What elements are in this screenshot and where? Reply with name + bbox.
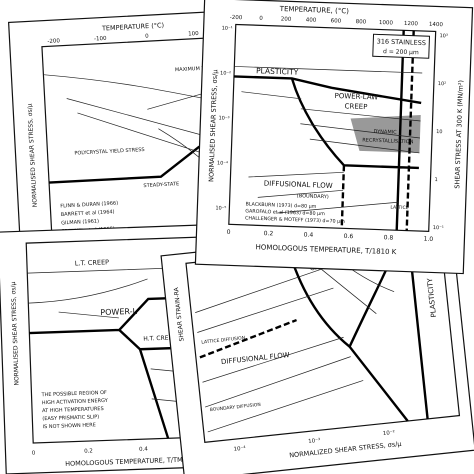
y2-tick-label: 10³ [439,33,448,39]
x-tick-label: 10⁻⁴ [233,445,247,453]
legend-entry: BARRETT et al (1964) [61,209,115,218]
region-label: RECRYSTALLISATION [362,137,414,145]
top-tick-label: 100 [188,31,199,38]
boundary-dashed [340,30,415,231]
y-tick-label: 10⁻¹ [222,25,233,31]
material-box [372,33,431,59]
note-line: HIGH ACTIVATION ENERGY [42,398,109,406]
top-tick-label: 1200 [404,21,419,28]
region-label: DIFFUSIONAL FLOW [264,180,333,190]
top-axis-title: TEMPERATURE, (°C) [279,5,350,15]
region-label: STEADY-STATE [143,181,179,189]
top-tick-label: 600 [331,18,342,24]
contours [195,252,395,433]
top-tick-label: -200 [230,15,243,21]
y-tick-label: 10⁻⁵ [215,205,226,211]
plot-frame [228,23,437,232]
y2-tick-label: 10⁻¹ [433,225,444,231]
y-axis-label: NORMALISED SHEAR STRESS, σs/μ [10,281,21,385]
x-tick-label: 10⁻³ [308,437,321,445]
region-label: LATTICE [390,204,408,211]
region-label: CREEP [344,102,367,111]
legend-entry: CHALLENGER & MOTEFF (1973) d=70 μm [245,215,345,224]
region-label: PLASTICITY [256,66,299,76]
y2-axis-label: SHEAR STRESS AT 300 K (MN/m²) [453,80,465,189]
top-tick-label: 800 [356,19,367,25]
region-label: H.T. CREEP [143,334,176,342]
boundary-dashed [199,318,297,359]
x-tick-label: 0 [227,229,231,236]
top-tick-label: 1400 [429,22,444,29]
x-tick-label: 0.8 [384,234,394,241]
y2-tick-label: 1 [434,177,437,183]
region-label: POWER-L [100,307,137,317]
y-tick-label: 10⁻² [220,70,231,76]
y-tick-label: 10⁻⁴ [217,160,228,166]
top-axis-title: TEMPERATURE (°C) [101,21,165,32]
sheet [194,0,474,275]
x-tick-label: 0.2 [84,448,93,454]
top-tick-label: 1000 [379,20,394,27]
region-label: (BOUNDARY) [297,193,329,200]
x-tick-label: 0.4 [139,447,148,453]
top-tick-label: 200 [281,17,292,23]
top-tick-label: 0 [145,34,149,40]
contours [27,265,228,407]
x-tick-label: 1.0 [424,236,434,243]
contours [234,66,423,214]
material: d = 200 μm [383,48,419,56]
region-label: L.T. CREEP [75,258,110,267]
note-line: IS NOT SHOWN HERE [43,422,96,430]
region-label: LATTICE DIFFUSION [201,335,245,346]
front-map: TEMPERATURE, (°C) -200 0 200 400 600 800 1000 12… [194,0,474,275]
region-label: DYNAMIC [373,129,397,136]
contours [43,74,241,195]
note-line: THE POSSIBLE REGION OF [40,390,107,398]
y2-tick-label: 10² [438,81,447,87]
x-tick-label: 0.2 [264,230,274,237]
x-tick-label: 0 [32,450,36,456]
legend-entry: FLINN & DURAN (1966) [60,200,118,209]
note-line: AT HIGH TEMPERATURES [42,406,104,414]
region-label: BOUNDARY DIFFUSION [210,402,261,413]
x-tick-label: 0.4 [304,231,314,238]
legend-entry: GAROFALO et al (1963) d=80 μm [245,208,325,217]
top-tick-label: -100 [94,36,107,43]
y-tick-label: 10⁻³ [218,115,229,121]
region-label: MAXIMUM YIELD [175,65,216,73]
x-tick-label: 0.6 [344,233,354,240]
boundary [48,145,201,184]
material: 316 STAINLESS [377,37,427,47]
y2-tick-label: 10 [436,129,443,135]
top-tick-label: 0 [259,16,263,22]
y-axis-label: NORMALISED SHEAR STRESS, σs/μ [207,69,219,182]
x-tick-label: 10⁻² [382,429,395,437]
region-label: POWER-LAW [334,92,378,102]
note-line: (EASY PRISMATIC SLIP) [42,414,99,422]
legend-entry: BLACKBURN (1973) d=80 μm [245,201,316,209]
top-tick-label: -200 [47,38,60,45]
boundary [233,30,422,231]
legend-entry: GILMAN (1961) [61,218,99,226]
region-label: POLYCRYSTAL YIELD STRESS [74,147,145,157]
top-tick-label: 400 [306,17,317,23]
